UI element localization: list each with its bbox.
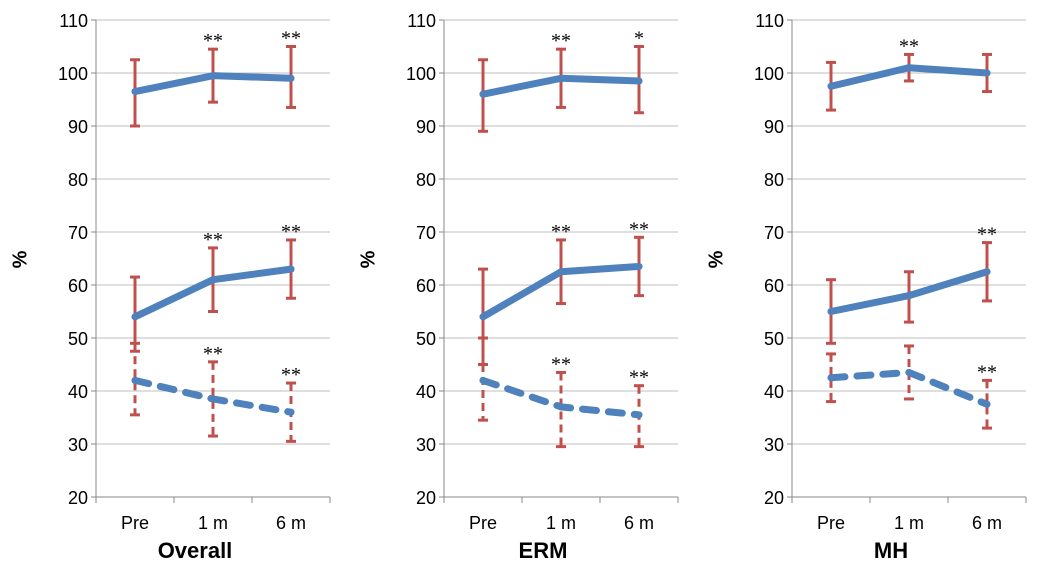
significance-mark: ** — [551, 353, 571, 375]
significance-mark: ** — [899, 35, 919, 57]
data-point — [479, 90, 487, 98]
x-tick-label: 1 m — [894, 513, 924, 533]
y-tick-label: 90 — [416, 117, 436, 137]
y-tick-label: 60 — [416, 276, 436, 296]
chart-title: MH — [873, 538, 909, 563]
y-tick-label: 110 — [755, 11, 784, 31]
y-tick-label: 100 — [58, 64, 88, 84]
y-tick-label: 40 — [764, 382, 784, 402]
y-tick-label: 30 — [416, 435, 436, 455]
x-tick-label: Pre — [121, 513, 149, 533]
data-point — [557, 268, 565, 276]
significance-mark: ** — [203, 229, 223, 251]
significance-mark: ** — [281, 364, 301, 386]
y-tick-label: 90 — [764, 117, 784, 137]
y-tick-label: 70 — [764, 223, 784, 243]
x-tick-label: 1 m — [546, 513, 576, 533]
data-point — [827, 82, 835, 90]
y-tick-label: 50 — [416, 329, 436, 349]
y-tick-label: 80 — [764, 170, 784, 190]
y-tick-label: 100 — [754, 64, 784, 84]
y-tick-label: 50 — [764, 329, 784, 349]
data-point — [635, 262, 643, 270]
significance-mark: ** — [629, 218, 649, 240]
y-tick-label: 80 — [68, 170, 88, 190]
y-tick-label: 20 — [416, 488, 436, 508]
significance-mark: ** — [281, 221, 301, 243]
data-point — [905, 64, 913, 72]
data-point — [131, 88, 139, 96]
panel-overall: 20 30 40 50 60 70 80 90 100 110 Pre 1 m 6 m ** ** ** ** *… — [0, 0, 348, 573]
y-tick-label: 50 — [68, 329, 88, 349]
data-point — [983, 69, 991, 77]
y-tick-label: 60 — [764, 276, 784, 296]
data-point — [905, 292, 913, 300]
data-point — [479, 313, 487, 321]
significance-mark: * — [634, 28, 644, 50]
x-tick-label: 6 m — [624, 513, 654, 533]
data-point — [983, 268, 991, 276]
data-point — [635, 77, 643, 85]
data-point — [287, 74, 295, 82]
x-tick-label: Pre — [817, 513, 845, 533]
y-tick-label: 20 — [68, 488, 88, 508]
data-point — [131, 313, 139, 321]
x-tick-label: Pre — [469, 513, 497, 533]
y-axis-label: % — [705, 250, 728, 269]
y-axis-label: % — [9, 250, 32, 269]
significance-mark: ** — [281, 28, 301, 50]
significance-mark: ** — [203, 30, 223, 52]
data-point — [557, 403, 565, 411]
significance-mark: ** — [551, 30, 571, 52]
data-point — [905, 368, 913, 376]
data-point — [827, 374, 835, 382]
data-point — [287, 408, 295, 416]
data-point — [209, 276, 217, 284]
y-tick-label: 30 — [764, 435, 784, 455]
y-tick-label: 40 — [416, 382, 436, 402]
chart-mh: 20 30 40 50 60 70 80 90 100 110 Pre 1 m 6 m ** ** ** — [754, 11, 1027, 533]
y-tick-label: 60 — [68, 276, 88, 296]
y-axis-label: % — [357, 250, 380, 269]
y-tick-label: 70 — [416, 223, 436, 243]
data-point — [827, 308, 835, 315]
x-tick-label: 1 m — [198, 513, 228, 533]
y-tick-label: 40 — [68, 382, 88, 402]
chart-title: Overall — [157, 538, 233, 563]
data-point — [635, 411, 643, 419]
y-tick-label: 110 — [407, 11, 436, 31]
significance-mark: ** — [551, 221, 571, 243]
chart-overall: 20 30 40 50 60 70 80 90 100 110 Pre 1 m 6 m ** ** ** ** *… — [58, 11, 331, 533]
x-tick-label: 6 m — [276, 513, 306, 533]
data-point — [557, 74, 565, 82]
y-tick-label: 70 — [68, 223, 88, 243]
y-tick-label: 100 — [406, 64, 436, 84]
y-tick-label: 90 — [68, 117, 88, 137]
significance-mark: ** — [629, 367, 649, 389]
significance-mark: ** — [203, 343, 223, 365]
data-point — [983, 400, 991, 408]
y-tick-label: 20 — [764, 488, 784, 508]
x-tick-label: 6 m — [972, 513, 1002, 533]
data-point — [287, 265, 295, 273]
y-tick-label: 110 — [59, 11, 88, 31]
y-tick-label: 80 — [416, 170, 436, 190]
data-point — [209, 395, 217, 403]
chart-title: ERM — [518, 538, 568, 563]
data-point — [479, 376, 487, 384]
data-point — [131, 376, 139, 384]
significance-mark: ** — [977, 361, 997, 383]
data-point — [209, 72, 217, 80]
y-tick-label: 30 — [68, 435, 88, 455]
significance-mark: ** — [977, 224, 997, 246]
